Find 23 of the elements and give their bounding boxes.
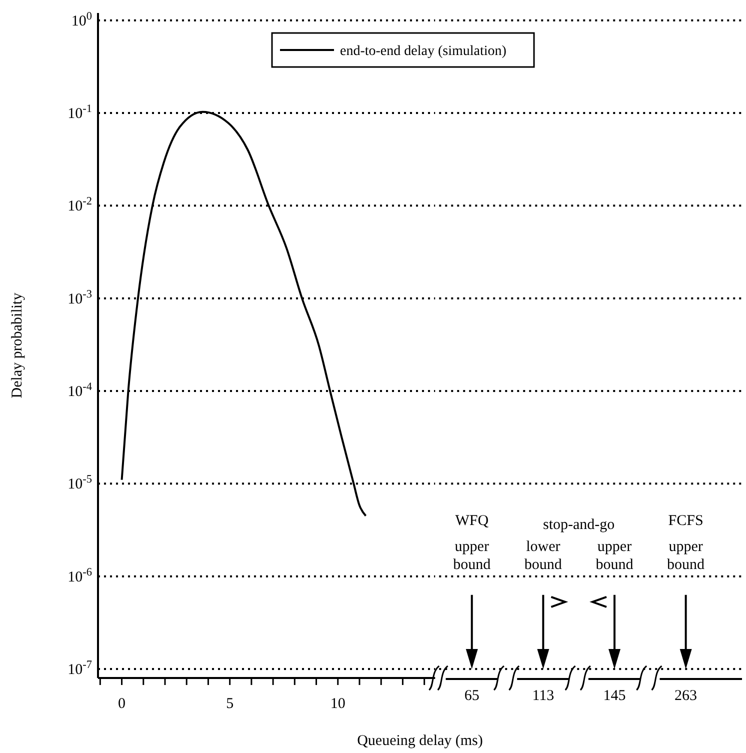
text: WFQ upper bound (453, 512, 492, 573)
text: 263 (674, 688, 698, 704)
y-tick-label: 10$^{-5}$ (68, 474, 92, 493)
x-tick-label: 5 (226, 696, 234, 712)
y-tick-label: 10$^{-4}$ (68, 381, 92, 400)
legend-label: end-to-end delay (simulation) (340, 44, 507, 59)
text: 113 (532, 688, 554, 704)
x-axis-title: Queueing delay (ms) (357, 733, 483, 749)
y-axis-title: Delay probability (9, 292, 26, 398)
text: upper bound (596, 538, 634, 573)
x-tick-label: 0 (118, 696, 126, 712)
x-tick-label: 10 (330, 696, 346, 712)
y-tick-label: 10$^{-3}$ (68, 288, 92, 308)
y-tick-label: 10$^{0}$ (71, 10, 92, 30)
y-tick-label: 10$^{-1}$ (68, 103, 92, 122)
text: 65 (464, 688, 480, 704)
y-tick-label: 10$^{-6}$ (68, 566, 92, 586)
text: 145 (603, 688, 626, 704)
text: lower bound (524, 538, 562, 573)
y-tick-label: 10$^{-7}$ (68, 659, 92, 678)
y-tick-label: 10$^{-2}$ (68, 196, 92, 215)
text: FCFS upper bound (667, 512, 706, 573)
text: stop-and-go (543, 516, 615, 533)
